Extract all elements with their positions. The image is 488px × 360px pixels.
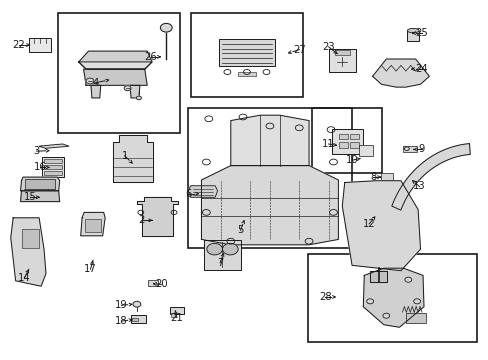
Bar (44, 159, 61, 163)
Text: 4: 4 (92, 78, 98, 88)
Bar (190, 13, 303, 97)
Text: 27: 27 (292, 45, 305, 55)
Text: 12: 12 (362, 219, 375, 229)
Polygon shape (113, 135, 152, 182)
Polygon shape (391, 144, 469, 210)
Text: 23: 23 (322, 42, 334, 52)
Bar (331, 129, 362, 154)
Text: 1: 1 (121, 151, 128, 161)
Text: 17: 17 (84, 264, 97, 274)
Bar (218, 39, 275, 66)
Circle shape (160, 23, 172, 32)
Text: 10: 10 (345, 155, 358, 165)
Bar (24, 189, 30, 192)
Bar (339, 142, 347, 148)
Text: 19: 19 (115, 300, 127, 310)
Text: 21: 21 (170, 312, 183, 323)
Bar (170, 307, 183, 314)
Bar (311, 108, 382, 173)
Text: 15: 15 (24, 192, 37, 202)
Bar (21, 229, 39, 248)
Bar (307, 254, 476, 342)
Bar (25, 179, 55, 189)
Text: 6: 6 (184, 189, 191, 199)
Ellipse shape (407, 28, 418, 33)
Circle shape (382, 313, 389, 318)
Bar (85, 219, 101, 232)
Polygon shape (39, 144, 69, 148)
Circle shape (222, 243, 238, 255)
Polygon shape (83, 69, 147, 85)
Polygon shape (79, 62, 152, 69)
Polygon shape (20, 177, 60, 191)
Bar (407, 31, 418, 41)
Bar (349, 134, 358, 139)
Polygon shape (11, 218, 46, 286)
Text: 2: 2 (138, 215, 145, 225)
Text: 24: 24 (414, 64, 427, 74)
Bar (131, 315, 145, 323)
Text: 7: 7 (216, 258, 223, 268)
Polygon shape (342, 181, 420, 271)
Text: 14: 14 (18, 273, 31, 283)
Text: 18: 18 (115, 316, 127, 326)
Bar (58, 13, 180, 133)
Bar (29, 38, 51, 52)
Polygon shape (137, 197, 178, 236)
Polygon shape (363, 268, 423, 327)
Circle shape (133, 301, 141, 307)
Bar (32, 189, 38, 192)
Text: 22: 22 (12, 40, 25, 50)
Circle shape (136, 96, 141, 100)
Polygon shape (130, 85, 140, 98)
Polygon shape (79, 51, 152, 69)
Text: 5: 5 (237, 225, 244, 235)
Polygon shape (230, 115, 308, 166)
Circle shape (413, 299, 420, 304)
Bar (44, 165, 61, 169)
Polygon shape (369, 271, 386, 282)
Text: 8: 8 (369, 172, 375, 182)
Circle shape (206, 243, 222, 255)
Bar (238, 72, 255, 76)
Bar (132, 318, 138, 321)
Text: 26: 26 (144, 52, 157, 62)
Bar (44, 171, 61, 175)
Polygon shape (201, 166, 338, 245)
Polygon shape (81, 212, 105, 236)
Bar (48, 189, 54, 192)
Text: 9: 9 (417, 144, 424, 154)
Bar (147, 280, 158, 286)
Text: 3: 3 (34, 146, 40, 156)
Polygon shape (20, 191, 60, 202)
Circle shape (366, 299, 373, 304)
Bar (328, 49, 355, 72)
Bar (40, 189, 46, 192)
Text: 28: 28 (318, 292, 331, 302)
Bar (349, 142, 358, 148)
Bar (42, 157, 63, 177)
Bar (339, 134, 347, 139)
Circle shape (124, 86, 131, 91)
Polygon shape (91, 85, 101, 98)
Text: 11: 11 (322, 139, 334, 149)
Polygon shape (372, 59, 428, 87)
Bar (405, 313, 426, 323)
Bar (358, 145, 372, 156)
Bar (188, 108, 351, 248)
Circle shape (404, 277, 411, 282)
Text: 20: 20 (155, 279, 167, 289)
Bar (334, 50, 349, 55)
Text: 13: 13 (412, 181, 425, 192)
Bar (402, 146, 416, 152)
Bar (203, 240, 241, 270)
Text: 16: 16 (34, 162, 46, 172)
Circle shape (86, 78, 94, 84)
Bar (381, 173, 392, 180)
Polygon shape (188, 186, 217, 197)
Text: 25: 25 (414, 28, 427, 38)
Bar (171, 313, 176, 317)
